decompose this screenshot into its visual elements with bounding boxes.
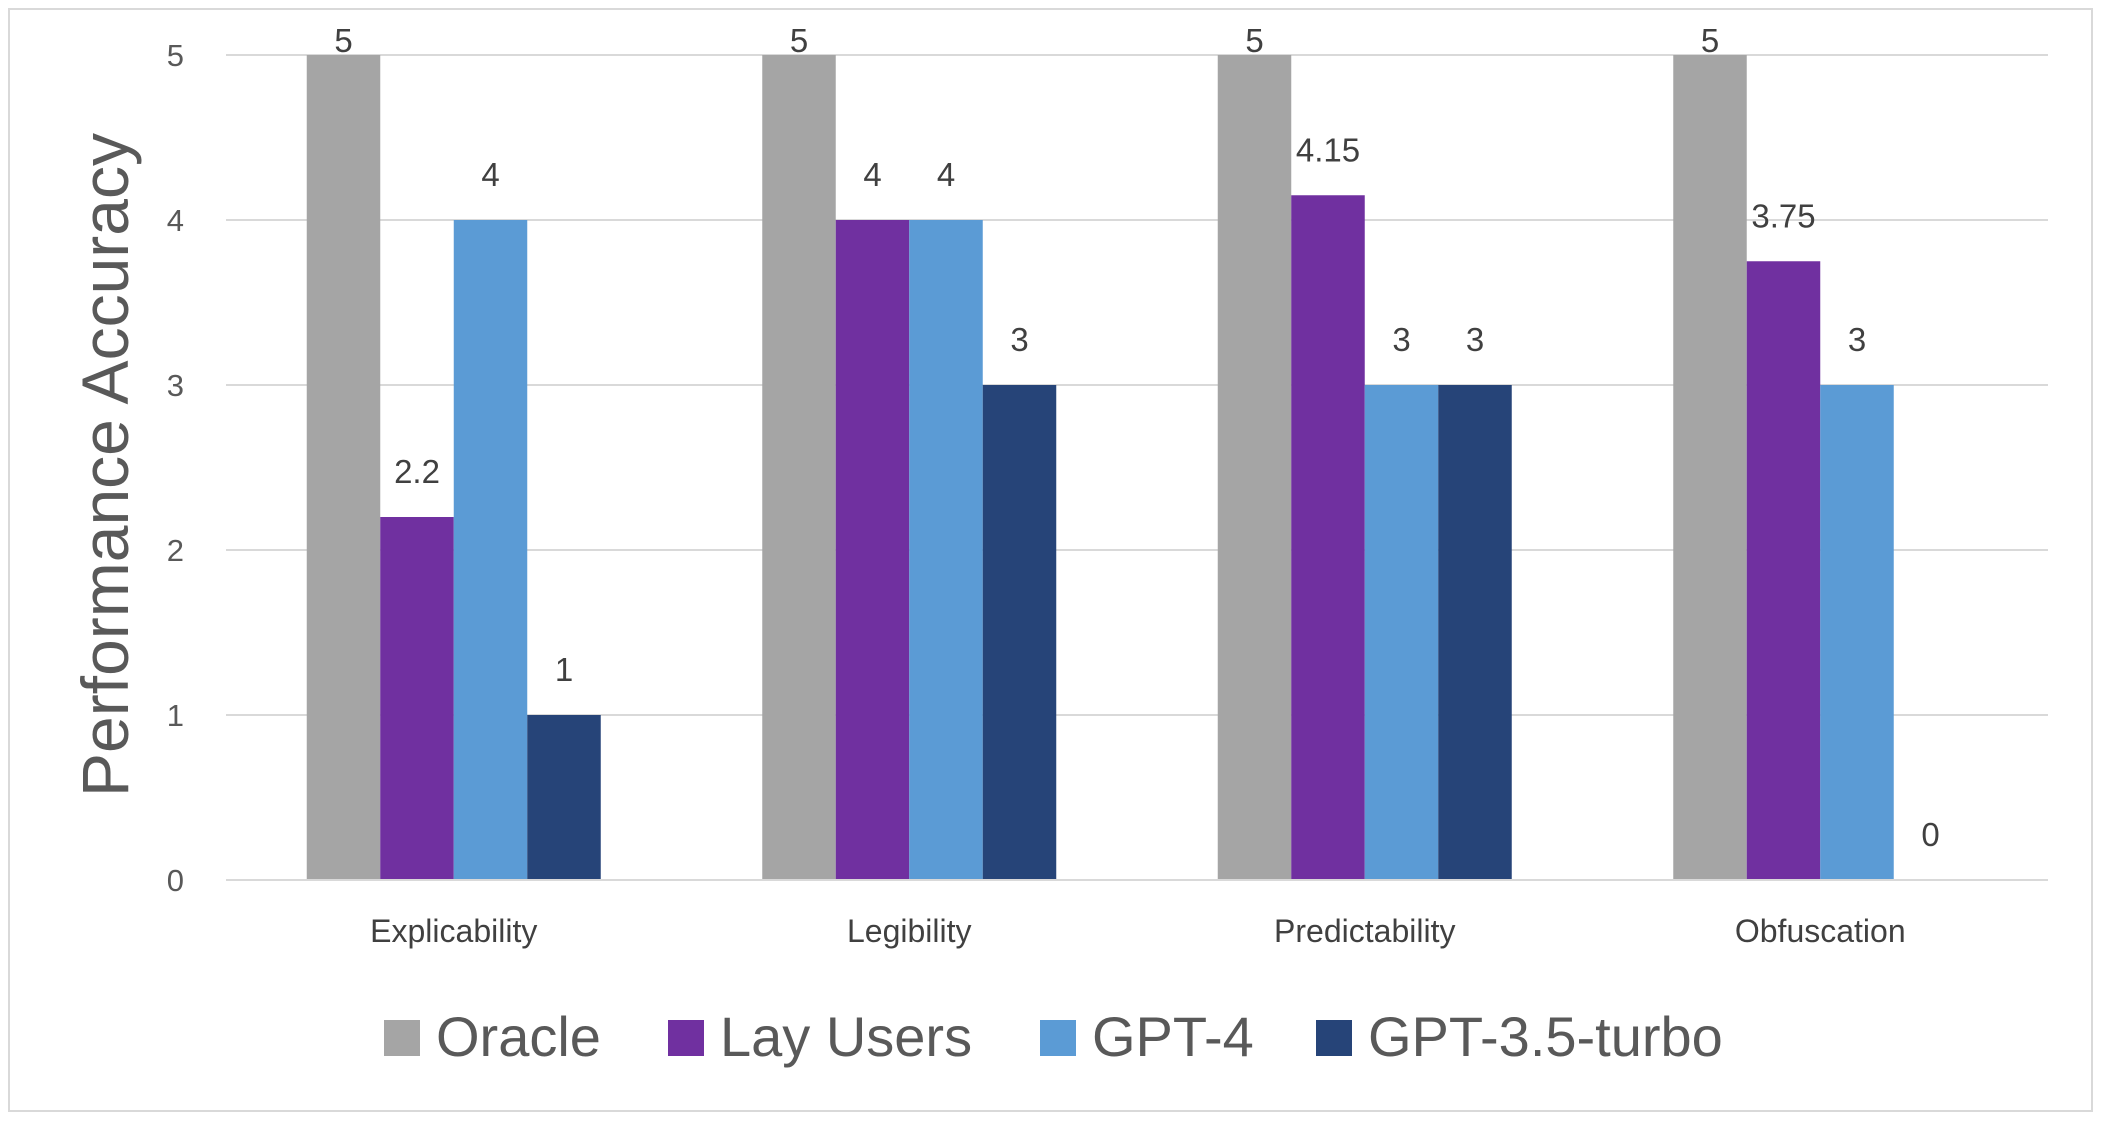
data-labels: 5 2.2 4 1 5 4 4 3 5 4.15 3 3 5 3.75 3 0 [334,22,1939,853]
legend-swatch [1040,1020,1076,1056]
legend: Oracle Lay Users GPT-4 GPT-3.5-turbo [384,1005,1723,1068]
y-tick-label: 3 [167,368,184,403]
legend-swatch [1316,1020,1352,1056]
y-tick-label: 0 [167,863,184,898]
bar-gpt-4-predictability [1364,385,1439,880]
bar-gpt-3-5-turbo-explicability [527,715,601,880]
bar-lay-users-predictability [1291,195,1365,880]
bar-oracle-obfuscation [1673,55,1747,880]
data-label: 3 [1848,321,1866,358]
bar-gpt-3-5-turbo-predictability [1438,385,1512,880]
data-label: 2.2 [394,453,440,490]
x-tick-label: Obfuscation [1735,913,1906,949]
y-axis-label: Performance Accuracy [68,133,142,797]
bar-lay-users-obfuscation [1746,261,1821,880]
data-label: 4.15 [1296,131,1360,168]
x-tick-label: Predictability [1274,913,1455,949]
bar-oracle-explicability [306,55,381,880]
bar-gpt-3-5-turbo-legibility [982,385,1057,880]
legend-item-oracle: Oracle [384,1005,601,1068]
x-tick-label: Legibility [847,913,972,949]
data-label: 4 [863,156,881,193]
data-label: 0 [1921,816,1939,853]
bar-gpt-4-explicability [453,220,528,880]
y-axis-ticks: 0 1 2 3 4 5 [167,38,184,898]
bar-oracle-legibility [762,55,836,880]
data-label: 3 [1466,321,1484,358]
data-label: 1 [555,651,573,688]
legend-label: Oracle [436,1005,601,1068]
legend-swatch [384,1020,420,1056]
data-label: 4 [481,156,499,193]
bar-gpt-4-legibility [909,220,983,880]
y-tick-label: 1 [167,698,184,733]
x-tick-label: Explicability [370,913,537,949]
data-label: 3 [1010,321,1028,358]
data-label: 3.75 [1751,197,1815,234]
data-label: 5 [790,22,808,59]
y-tick-label: 2 [167,533,184,568]
bars [306,55,1894,880]
y-tick-label: 5 [167,38,184,73]
legend-item-gpt-3-5-turbo: GPT-3.5-turbo [1316,1005,1723,1068]
data-label: 5 [1245,22,1263,59]
y-tick-label: 4 [167,203,184,238]
bar-gpt-4-obfuscation [1820,385,1894,880]
legend-label: GPT-4 [1092,1005,1254,1068]
bar-oracle-predictability [1217,55,1292,880]
legend-item-gpt-4: GPT-4 [1040,1005,1254,1068]
legend-item-lay-users: Lay Users [668,1005,972,1068]
data-label: 4 [937,156,955,193]
legend-label: Lay Users [720,1005,972,1068]
legend-swatch [668,1020,704,1056]
legend-label: GPT-3.5-turbo [1368,1005,1723,1068]
data-label: 5 [1701,22,1719,59]
data-label: 3 [1392,321,1410,358]
bar-lay-users-legibility [835,220,910,880]
category-labels: Explicability Legibility Predictability Obf… [370,913,1905,949]
bar-lay-users-explicability [380,517,454,880]
data-label: 5 [334,22,352,59]
